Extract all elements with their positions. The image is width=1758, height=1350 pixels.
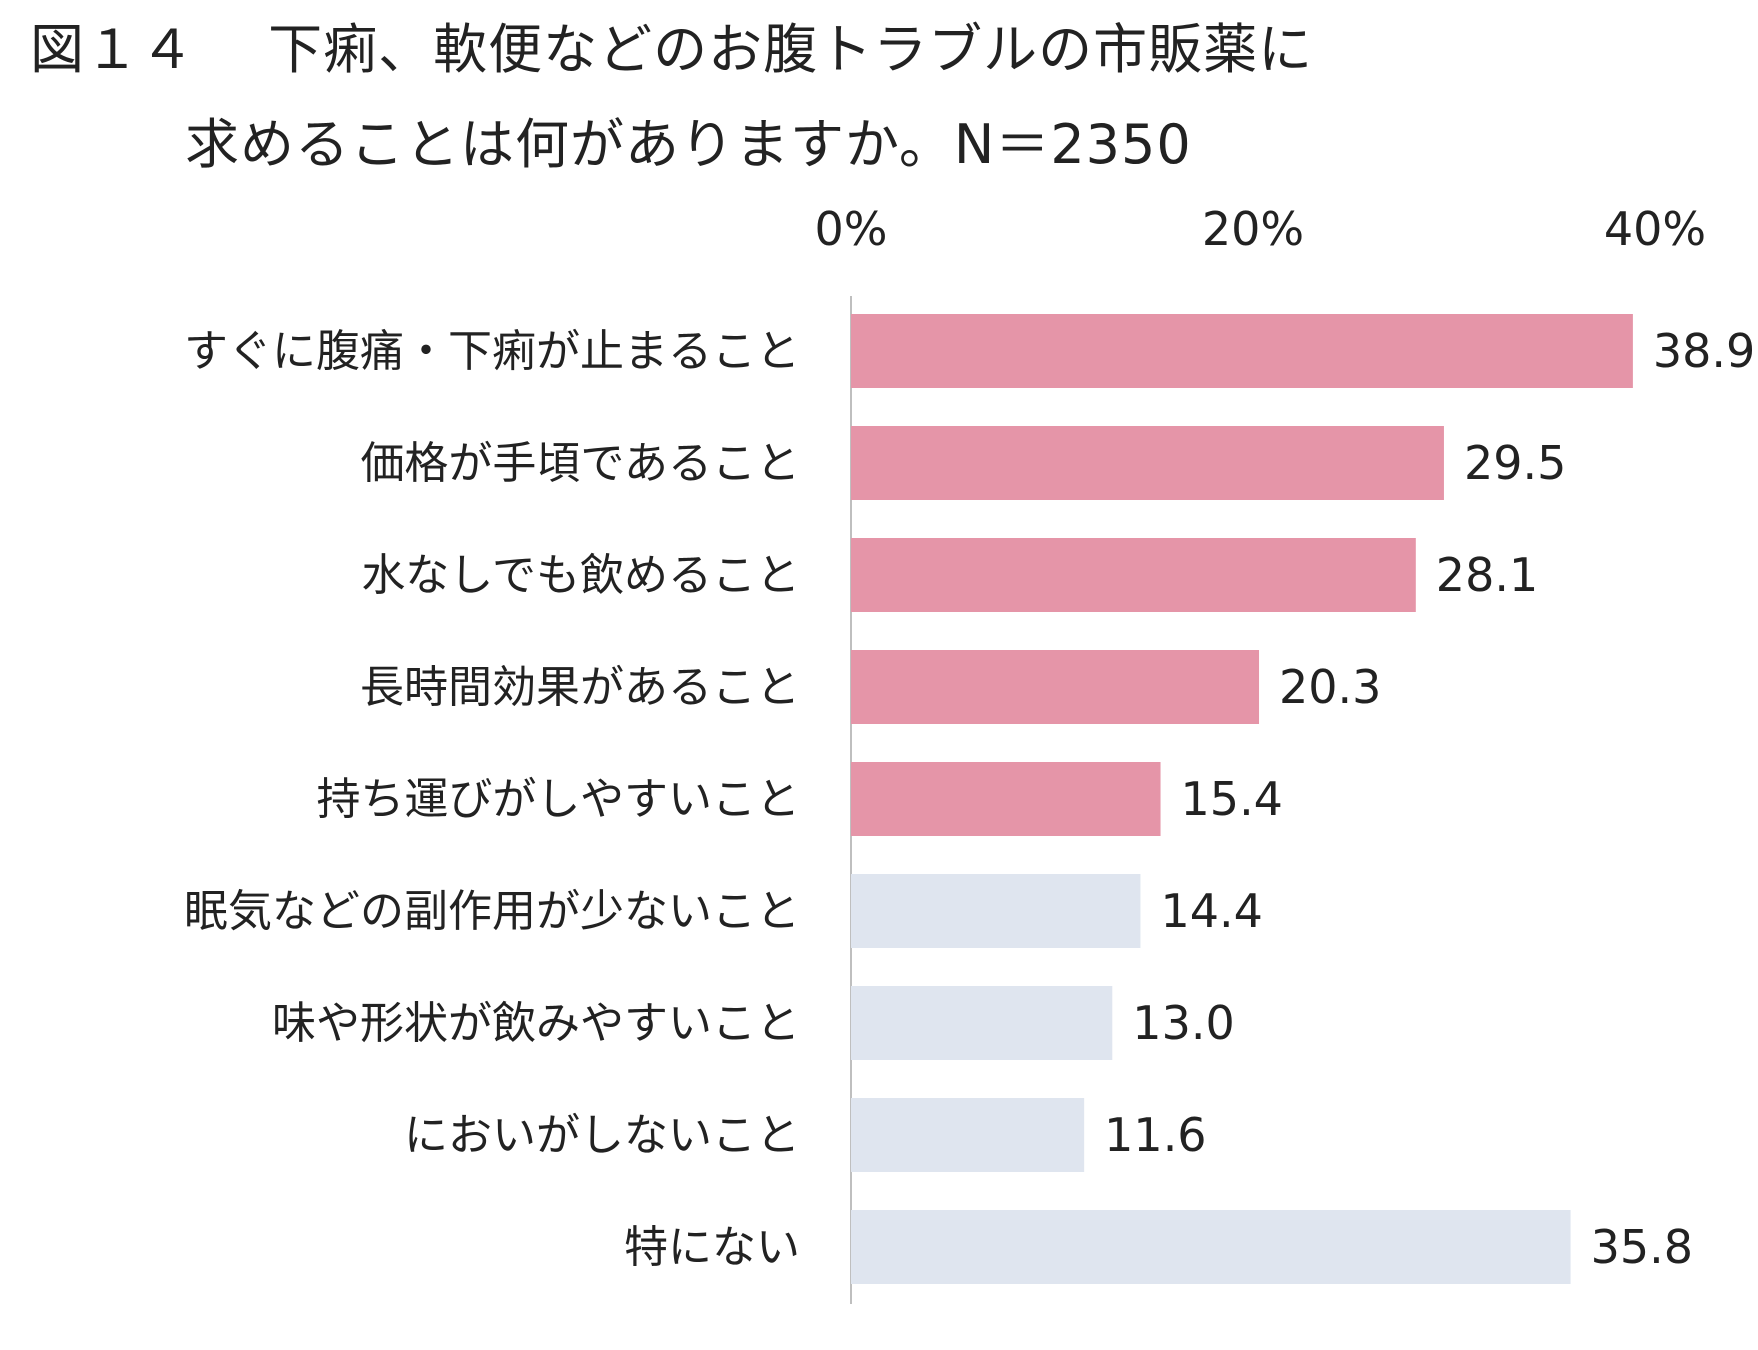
bar xyxy=(851,1098,1085,1172)
value-label: 13.0 xyxy=(1132,996,1234,1050)
value-label: 35.8 xyxy=(1591,1220,1693,1274)
bar xyxy=(851,874,1141,948)
category-labels: すぐに腹痛・下痢が止まること価格が手頃であること水なしでも飲めること長時間効果が… xyxy=(184,326,800,1273)
value-label: 28.1 xyxy=(1436,548,1538,602)
category-label: 水なしでも飲めること xyxy=(361,550,800,601)
value-label: 11.6 xyxy=(1104,1108,1206,1162)
category-label: 長時間効果があること xyxy=(360,662,800,713)
x-tick-label: 40% xyxy=(1604,202,1706,256)
bar xyxy=(851,314,1633,388)
bar xyxy=(851,986,1113,1060)
x-tick-label: 0% xyxy=(815,202,888,256)
value-labels: 38.9 29.5 28.1 20.3 15.4 14.4 13.0 11.6 35.8 xyxy=(1104,324,1755,1274)
bar xyxy=(851,426,1444,500)
x-axis-ticks: 0% 20% 40% xyxy=(815,202,1707,256)
category-label: 特にない xyxy=(624,1222,800,1273)
category-label: 眠気などの副作用が少ないこと xyxy=(184,886,800,937)
category-label: すぐに腹痛・下痢が止まること xyxy=(184,326,800,377)
bar xyxy=(851,538,1416,612)
value-label: 15.4 xyxy=(1181,772,1283,826)
category-label: 持ち運びがしやすいこと xyxy=(316,774,800,825)
chart-title-line-1: 図１４ 下痢、軟便などのお腹トラブルの市販薬に xyxy=(30,18,1314,81)
x-tick-label: 20% xyxy=(1202,202,1304,256)
category-label: 味や形状が飲みやすいこと xyxy=(272,998,800,1049)
bars-group xyxy=(851,314,1633,1284)
bar xyxy=(851,650,1260,724)
value-label: 38.9 xyxy=(1653,324,1755,378)
value-label: 29.5 xyxy=(1464,436,1566,490)
value-label: 20.3 xyxy=(1279,660,1381,714)
chart-title-line-2: 求めることは何がありますか。N＝2350 xyxy=(185,113,1192,176)
bar xyxy=(851,1210,1571,1284)
bar xyxy=(851,762,1161,836)
category-label: においがしないこと xyxy=(404,1110,800,1161)
category-label: 価格が手頃であること xyxy=(360,438,800,489)
value-label: 14.4 xyxy=(1160,884,1262,938)
